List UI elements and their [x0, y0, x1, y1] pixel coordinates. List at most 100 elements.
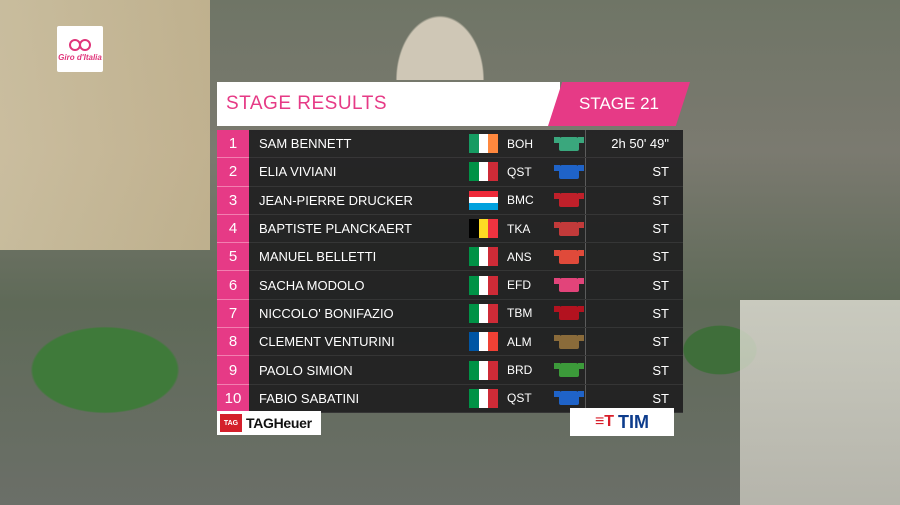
result-details: ELIA VIVIANI QST ST — [249, 158, 683, 187]
result-position: 1 — [217, 130, 249, 159]
jersey-icon — [553, 306, 585, 321]
finish-time: ST — [652, 334, 669, 350]
finish-time: ST — [652, 362, 669, 378]
rider-name: BAPTISTE PLANCKAERT — [259, 221, 412, 237]
column-divider — [585, 356, 586, 384]
result-row: 4 BAPTISTE PLANCKAERT TKA ST — [217, 214, 683, 244]
result-row: 7 NICCOLO' BONIFAZIO TBM ST — [217, 299, 683, 329]
jersey-icon — [553, 136, 585, 151]
ireland-flag-icon — [469, 134, 499, 154]
tim-logo-icon: ≡T — [594, 413, 615, 430]
team-code: EFD — [507, 278, 531, 293]
giro-logo: Giro d'Italia — [57, 26, 103, 72]
italy-flag-icon — [469, 247, 499, 267]
finish-time: ST — [652, 305, 669, 321]
finish-time: ST — [652, 249, 669, 265]
jersey-icon — [553, 193, 585, 208]
result-row: 1 SAM BENNETT BOH 2h 50' 49" — [217, 130, 683, 159]
result-position: 6 — [217, 271, 249, 300]
team-code: ALM — [507, 334, 532, 349]
column-divider — [585, 271, 586, 299]
results-table: 1 SAM BENNETT BOH 2h 50' 49" 2 ELIA VIVI… — [217, 130, 683, 413]
jersey-icon — [553, 278, 585, 293]
rider-name: MANUEL BELLETTI — [259, 249, 377, 265]
result-row: 5 MANUEL BELLETTI ANS ST — [217, 243, 683, 272]
team-code: TKA — [507, 221, 531, 236]
result-position: 10 — [217, 384, 249, 413]
italy-flag-icon — [469, 360, 499, 380]
result-position: 8 — [217, 328, 249, 357]
rider-name: SACHA MODOLO — [259, 277, 365, 293]
tim-sponsor: ≡T TIM — [570, 408, 674, 436]
finish-time: ST — [652, 192, 669, 208]
tag-heuer-logo-icon: TAG — [220, 414, 242, 432]
rider-name: ELIA VIVIANI — [259, 164, 337, 180]
finish-time: ST — [652, 277, 669, 293]
result-row: 8 CLEMENT VENTURINI ALM ST — [217, 328, 683, 357]
tim-wordmark: TIM — [618, 411, 650, 432]
result-position: 3 — [217, 186, 249, 215]
result-position: 9 — [217, 356, 249, 385]
rider-name: FABIO SABATINI — [259, 390, 360, 406]
result-details: SAM BENNETT BOH 2h 50' 49" — [249, 130, 683, 159]
tag-heuer-sponsor: TAG TAGHeuer — [217, 411, 321, 435]
italy-flag-icon — [469, 388, 499, 408]
team-code: BMC — [507, 193, 534, 208]
team-code: TBM — [507, 306, 533, 321]
team-code: QST — [507, 391, 532, 406]
results-header: STAGE RESULTS — [217, 82, 560, 126]
jersey-icon — [553, 334, 585, 349]
column-divider — [585, 214, 586, 243]
team-code: ANS — [507, 249, 532, 264]
column-divider — [585, 384, 586, 412]
belgium-flag-icon — [469, 219, 499, 239]
italy-flag-icon — [469, 303, 499, 323]
rider-name: CLEMENT VENTURINI — [259, 334, 395, 350]
result-details: BAPTISTE PLANCKAERT TKA ST — [249, 214, 683, 244]
result-row: 6 SACHA MODOLO EFD ST — [217, 271, 683, 300]
result-details: MANUEL BELLETTI ANS ST — [249, 243, 683, 272]
france-flag-icon — [469, 332, 499, 352]
jersey-icon — [553, 363, 585, 378]
result-details: CLEMENT VENTURINI ALM ST — [249, 328, 683, 357]
finish-time: 2h 50' 49" — [611, 136, 669, 152]
background-building-left — [0, 0, 210, 250]
column-divider — [585, 186, 586, 214]
italy-flag-icon — [469, 162, 499, 182]
result-position: 2 — [217, 158, 249, 187]
rider-name: NICCOLO' BONIFAZIO — [259, 305, 394, 321]
tag-heuer-wordmark: TAGHeuer — [246, 415, 312, 431]
team-code: QST — [507, 164, 532, 179]
stage-badge: STAGE 21 — [548, 82, 690, 126]
results-title: STAGE RESULTS — [226, 93, 387, 114]
column-divider — [585, 158, 586, 186]
column-divider — [585, 328, 586, 356]
giro-logo-text: Giro d'Italia — [58, 52, 102, 62]
result-row: 9 PAOLO SIMION BRD ST — [217, 356, 683, 385]
background-dome — [385, 0, 495, 80]
result-row: 2 ELIA VIVIANI QST ST — [217, 158, 683, 187]
rider-name: JEAN-PIERRE DRUCKER — [259, 192, 413, 208]
column-divider — [585, 299, 586, 328]
jersey-icon — [553, 164, 585, 179]
result-row: 3 JEAN-PIERRE DRUCKER BMC ST — [217, 186, 683, 215]
finish-time: ST — [652, 164, 669, 180]
rider-name: PAOLO SIMION — [259, 362, 353, 378]
result-details: SACHA MODOLO EFD ST — [249, 271, 683, 300]
result-position: 4 — [217, 214, 249, 244]
result-position: 7 — [217, 299, 249, 329]
jersey-icon — [553, 249, 585, 264]
jersey-icon — [553, 391, 585, 406]
column-divider — [585, 243, 586, 271]
column-divider — [585, 130, 586, 158]
result-position: 5 — [217, 243, 249, 272]
italy-flag-icon — [469, 275, 499, 295]
jersey-icon — [553, 221, 585, 236]
team-code: BRD — [507, 363, 533, 378]
team-code: BOH — [507, 136, 534, 151]
bicycle-icon — [69, 37, 91, 51]
background-monument-right — [740, 300, 900, 505]
rider-name: SAM BENNETT — [259, 136, 352, 152]
luxembourg-flag-icon — [469, 190, 498, 210]
result-details: NICCOLO' BONIFAZIO TBM ST — [249, 299, 683, 329]
